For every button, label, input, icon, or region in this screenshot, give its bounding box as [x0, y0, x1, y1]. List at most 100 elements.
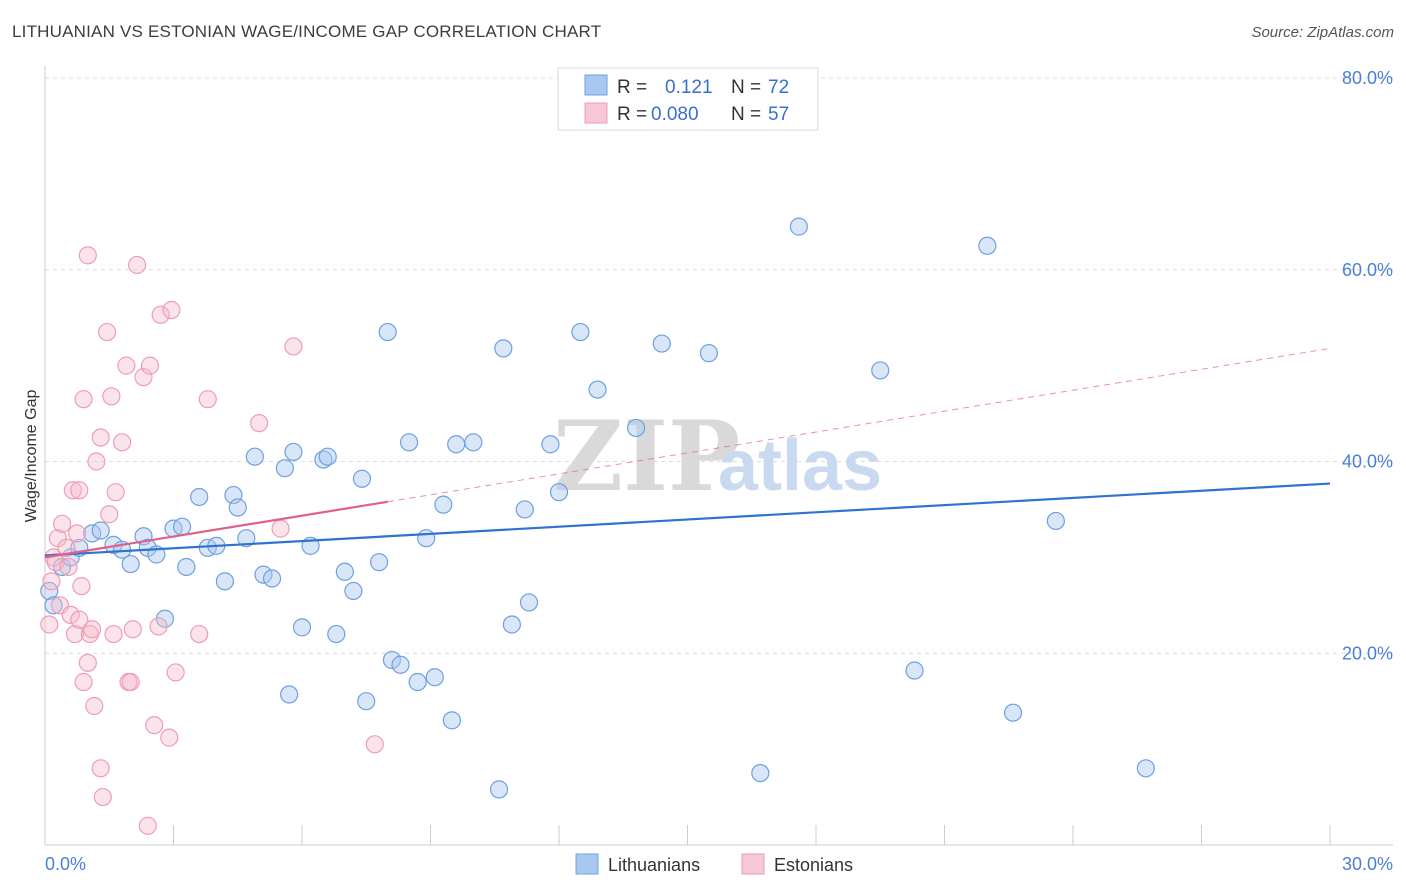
estonian-point-31 [106, 483, 125, 502]
estonian-point-30 [104, 624, 123, 644]
bottom-legend-swatch-lithuanians [575, 853, 599, 875]
y-tick-labels: 20.0% 40.0% 60.0% 80.0% [1342, 68, 1393, 663]
lithuanian-point-20 [215, 572, 234, 591]
lithuanian-point-60 [626, 418, 646, 438]
estonian-point-38 [134, 368, 153, 387]
x-tick-labels: 0.0% 30.0% [45, 854, 1393, 874]
lithuanian-point-48 [442, 711, 462, 730]
lithuanian-point-25 [254, 565, 273, 584]
estonian-point-16 [74, 672, 93, 692]
estonian-point-7 [57, 538, 76, 557]
lithuanian-point-26 [262, 569, 282, 588]
series-estonians [40, 246, 384, 835]
source-label: Source: ZipAtlas.com [1251, 24, 1394, 41]
lithuanian-point-68 [1003, 703, 1023, 722]
estonian-point-0 [40, 615, 59, 634]
chart-title: LITHUANIAN VS ESTONIAN WAGE/INCOME GAP C… [12, 22, 602, 41]
bottom-legend-label-lithuanians: Lithuanians [608, 855, 700, 875]
legend: R = 0.121 N = 72 R = 0.080 N = 57 [557, 67, 819, 131]
lithuanian-point-1 [44, 596, 63, 615]
bottom-legend-label-estonians: Estonians [774, 855, 853, 875]
legend-r-value-2: 0.080 [651, 104, 699, 125]
series-lithuanians [40, 217, 1155, 799]
legend-r-label-1: R = [617, 77, 647, 98]
estonian-point-10 [63, 481, 82, 500]
lithuanian-point-45 [417, 529, 436, 548]
x-tick-label-0: 0.0% [45, 854, 86, 874]
estonian-point-27 [98, 322, 117, 342]
lithuanian-point-53 [502, 615, 521, 634]
lithuanian-point-44 [408, 672, 427, 692]
lithuanian-point-70 [1136, 759, 1155, 778]
estonian-point-52 [365, 735, 384, 754]
estonian-point-45 [162, 300, 181, 320]
lithuanian-point-43 [399, 433, 419, 452]
watermark: ZIP atlas [553, 400, 882, 513]
lithuanian-point-64 [789, 217, 808, 236]
estonian-point-23 [87, 452, 106, 471]
estonian-point-51 [284, 337, 303, 356]
estonian-trend-line [44, 500, 388, 559]
estonian-point-18 [78, 653, 97, 672]
estonian-point-17 [74, 390, 93, 409]
estonian-point-41 [145, 716, 164, 735]
lithuanian-trend-line [44, 482, 1331, 557]
lithuanian-point-56 [541, 435, 560, 454]
estonian-point-26 [93, 787, 112, 807]
lithuanian-point-54 [515, 500, 534, 519]
lithuanian-point-24 [245, 447, 264, 466]
estonian-point-21 [83, 620, 102, 639]
lithuanian-point-61 [652, 334, 671, 353]
estonian-point-25 [91, 428, 110, 447]
y-tick-label-1: 40.0% [1342, 452, 1393, 472]
y-tick-label-3: 80.0% [1342, 68, 1393, 88]
lithuanian-point-59 [588, 380, 607, 399]
bottom-legend-swatch-estonians [741, 853, 765, 875]
lithuanian-point-42 [391, 655, 410, 674]
bottom-legend: Lithuanians Estonians [575, 853, 853, 875]
estonian-point-49 [250, 414, 269, 433]
estonian-point-40 [140, 356, 160, 375]
lithuanian-point-51 [489, 780, 509, 799]
estonian-point-33 [117, 356, 136, 375]
estonian-point-48 [198, 390, 217, 409]
estonian-point-8 [59, 557, 78, 577]
lithuanian-point-41 [382, 650, 402, 670]
trend-lines [44, 347, 1331, 559]
estonian-point-47 [190, 624, 209, 644]
lithuanian-point-16 [177, 557, 196, 577]
estonian-point-19 [78, 246, 97, 265]
lithuanian-point-33 [318, 447, 337, 466]
legend-r-label-2: R = [617, 104, 647, 125]
legend-n-label-1: N = [731, 77, 761, 98]
y-tick-label-2: 60.0% [1342, 260, 1393, 280]
lithuanian-point-50 [464, 433, 483, 452]
lithuanian-point-17 [190, 487, 209, 507]
estonian-point-44 [160, 728, 179, 747]
lithuanian-point-65 [871, 361, 890, 380]
estonian-point-12 [68, 524, 87, 543]
lithuanian-point-47 [434, 495, 453, 514]
lithuanian-point-29 [284, 442, 303, 462]
lithuanian-point-46 [425, 668, 444, 687]
legend-n-value-1: 72 [768, 77, 789, 98]
lithuanian-point-9 [121, 554, 140, 574]
estonian-point-36 [123, 620, 142, 639]
estonian-point-1 [42, 572, 61, 591]
lithuanian-point-28 [280, 685, 299, 704]
grid-lines [45, 77, 1393, 654]
lithuanian-point-15 [172, 517, 192, 536]
estonian-point-28 [100, 505, 119, 524]
axes [44, 66, 1393, 846]
watermark-atlas: atlas [718, 426, 882, 506]
y-tick-label-0: 20.0% [1342, 643, 1393, 663]
estonian-point-6 [53, 514, 72, 533]
estonian-point-9 [61, 605, 80, 625]
lithuanian-point-35 [335, 562, 354, 581]
estonian-point-42 [149, 617, 168, 636]
legend-swatch-lithuanians [584, 74, 608, 96]
estonian-point-46 [166, 663, 185, 682]
estonian-point-14 [70, 481, 89, 500]
lithuanian-point-38 [357, 692, 376, 711]
estonian-point-50 [271, 519, 290, 538]
